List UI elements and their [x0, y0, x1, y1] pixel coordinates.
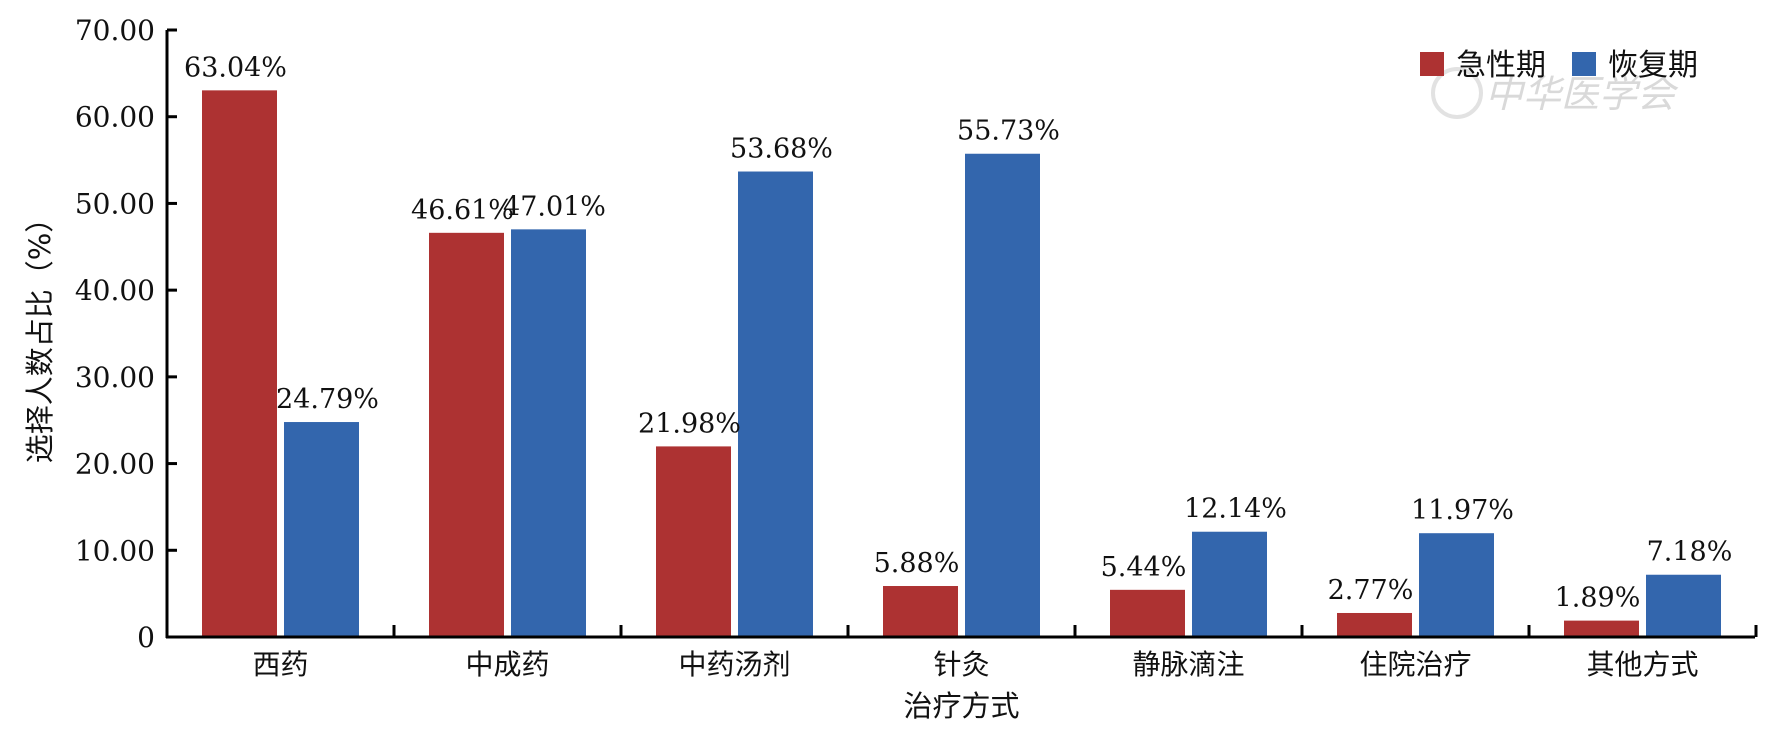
bar-acute-7: [1564, 620, 1639, 637]
data-label-acute-5: 5.44%: [1101, 552, 1187, 583]
bar-recovery-6: [1419, 533, 1494, 637]
bar-acute-3: [656, 446, 731, 637]
category-label-3: 中药汤剂: [678, 648, 790, 681]
bars-group: [202, 90, 1721, 638]
bar-acute-1: [202, 90, 277, 637]
bar-acute-5: [1110, 589, 1185, 637]
y-tick-label-5: 50.00: [75, 187, 155, 220]
bar-acute-6: [1337, 612, 1412, 637]
legend-label-acute: 急性期: [1456, 48, 1546, 83]
bar-recovery-5: [1192, 531, 1267, 637]
watermark-seal-icon: [1431, 67, 1483, 119]
data-label-recovery-3: 53.68%: [730, 134, 833, 165]
data-label-acute-1: 63.04%: [184, 52, 287, 83]
axes-group: 西药 中成药 中药汤剂 针灸 静脉滴注 住院治疗 其他方式 0 10.00 20.00 30.00 4…: [75, 14, 1758, 681]
data-label-recovery-4: 55.73%: [957, 116, 1060, 147]
category-label-5: 静脉滴注: [1132, 648, 1244, 681]
bar-acute-2: [429, 232, 504, 637]
data-label-acute-7: 1.89%: [1555, 583, 1641, 614]
y-tick-label-7: 70.00: [75, 14, 155, 47]
data-label-recovery-7: 7.18%: [1647, 537, 1733, 568]
bar-recovery-4: [965, 153, 1040, 638]
category-label-6: 住院治疗: [1359, 648, 1471, 681]
bar-recovery-1: [284, 422, 359, 637]
y-tick-label-0: 0: [137, 621, 155, 654]
y-tick-label-2: 20.00: [75, 448, 155, 481]
bar-recovery-2: [511, 229, 586, 637]
category-label-1: 西药: [252, 648, 308, 681]
data-labels-group: 63.04% 24.79% 46.61%47.01% 21.98% 53.68% 5.88…: [184, 52, 1732, 613]
data-label-recovery-6: 11.97%: [1411, 495, 1514, 526]
legend: 急性期 恢复期: [1420, 48, 1698, 83]
y-tick-label-1: 10.00: [75, 534, 155, 567]
y-axis-title: 选择人数占比（%）: [23, 204, 57, 464]
legend-swatch-acute: [1420, 52, 1444, 76]
bar-acute-4: [883, 586, 958, 637]
bar-recovery-3: [738, 171, 813, 638]
data-label-acute-6: 2.77%: [1328, 575, 1414, 606]
data-label-acute-3: 21.98%: [638, 408, 741, 439]
legend-swatch-recovery: [1572, 52, 1596, 76]
y-tick-label-6: 60.00: [75, 101, 155, 134]
watermark: 中华医学会: [1431, 67, 1679, 119]
watermark-text: 中华医学会: [1485, 72, 1679, 116]
data-label-acute-4: 5.88%: [874, 548, 960, 579]
category-label-4: 针灸: [933, 648, 989, 681]
data-label-recovery-2: 47.01%: [503, 191, 606, 222]
y-tick-label-4: 40.00: [75, 274, 155, 307]
category-label-7: 其他方式: [1586, 648, 1698, 681]
legend-label-recovery: 恢复期: [1608, 48, 1698, 83]
data-label-recovery-5: 12.14%: [1184, 494, 1287, 525]
category-label-2: 中成药: [465, 648, 549, 681]
bar-recovery-7: [1646, 574, 1721, 637]
data-label-acute-2: 46.61%: [411, 195, 514, 226]
y-tick-label-3: 30.00: [75, 361, 155, 394]
data-label-recovery-1: 24.79%: [276, 384, 379, 415]
x-axis-title: 治疗方式: [903, 689, 1019, 723]
